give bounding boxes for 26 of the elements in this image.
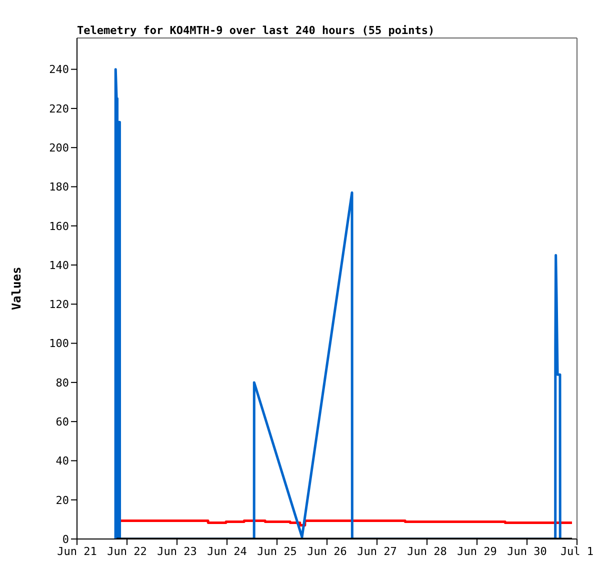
y-tick-label: 20 [56,494,69,507]
chart-title: Telemetry for KO4MTH-9 over last 240 hours (55 points) [77,24,435,37]
y-tick-label: 80 [56,376,69,390]
y-tick-label: 140 [49,258,69,272]
x-tick-label: Jun 22 [107,544,147,558]
y-tick-label: 120 [49,298,69,312]
y-tick-label: 100 [49,337,69,350]
x-tick-label: Jun 23 [157,544,197,558]
x-tick-label: Jun 27 [357,544,397,558]
x-tick-label: Jun 26 [307,544,347,558]
x-tick-label: Jun 30 [507,544,547,558]
y-tick-label: 180 [49,180,69,194]
y-tick-label: 60 [56,415,69,428]
y-tick-label: 220 [49,102,69,116]
x-tick-label: Jul 1 [560,544,594,558]
x-tick-label: Jun 29 [457,544,497,558]
y-tick-label: 240 [49,63,69,76]
y-tick-label: 40 [56,454,69,468]
y-axis-title: Values [9,266,24,310]
x-tick-label: Jun 24 [207,544,248,558]
x-tick-label: Jun 28 [407,544,447,558]
x-tick-label: Jun 21 [57,544,97,558]
y-tick-label: 160 [49,220,69,233]
y-tick-label: 200 [49,142,69,154]
y-tick-label: 0 [62,532,69,546]
x-tick-label: Jun 25 [257,544,297,558]
